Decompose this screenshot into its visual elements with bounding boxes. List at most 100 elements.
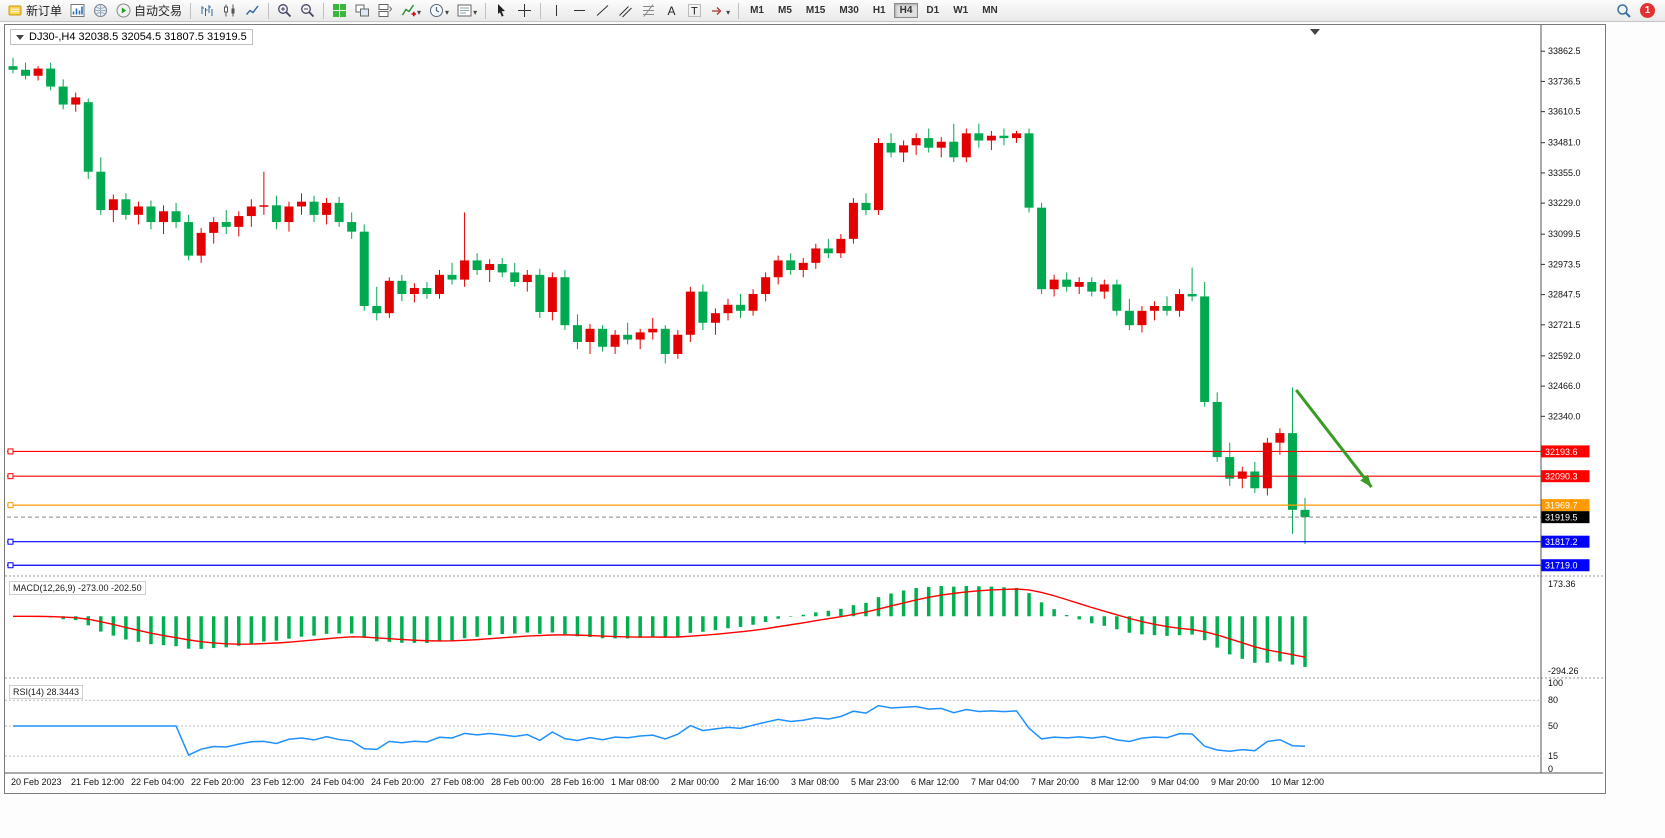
x-axis-label[interactable]: 8 Mar 12:00: [1091, 777, 1139, 787]
y-axis-tick[interactable]: 32340.0: [1548, 411, 1581, 421]
dropdown-caret-icon: [444, 2, 449, 20]
candle: [1175, 289, 1185, 317]
horizontal-line-button[interactable]: [568, 1, 591, 21]
timeframe-m5-button[interactable]: M5: [778, 5, 792, 16]
arrows-button[interactable]: [706, 1, 734, 21]
vertical-line-button[interactable]: [545, 1, 568, 21]
zoom-in-button[interactable]: [273, 1, 296, 21]
x-axis-label[interactable]: 9 Mar 04:00: [1151, 777, 1199, 787]
bar-chart-button[interactable]: [195, 1, 218, 21]
line-anchor-handle[interactable]: [7, 473, 14, 480]
candle: [171, 202, 181, 229]
x-axis-label[interactable]: 5 Mar 23:00: [851, 777, 899, 787]
y-axis-tick[interactable]: 32847.5: [1548, 290, 1581, 300]
fibonacci-button[interactable]: [637, 1, 660, 21]
arrange-windows-button[interactable]: [351, 1, 374, 21]
y-axis-tick[interactable]: 33481.0: [1548, 138, 1581, 148]
trendline-button[interactable]: [591, 1, 614, 21]
y-axis-tick[interactable]: 32592.0: [1548, 351, 1581, 361]
x-axis-label[interactable]: 7 Mar 04:00: [971, 777, 1019, 787]
x-axis-label[interactable]: 21 Feb 12:00: [71, 777, 124, 787]
x-axis-label[interactable]: 6 Mar 12:00: [911, 777, 959, 787]
x-axis-label[interactable]: 9 Mar 20:00: [1211, 777, 1259, 787]
line-anchor-handle[interactable]: [7, 538, 14, 545]
y-axis-tick[interactable]: 32973.5: [1548, 259, 1581, 269]
profiles-button[interactable]: [89, 1, 112, 21]
channel-icon: [619, 6, 632, 18]
y-axis-tick[interactable]: 32466.0: [1548, 381, 1581, 391]
y-axis-tick[interactable]: 33099.5: [1548, 229, 1581, 239]
line-anchor-handle[interactable]: [7, 448, 14, 455]
timeframe-h1-button[interactable]: H1: [872, 5, 886, 16]
x-axis-label[interactable]: 3 Mar 08:00: [791, 777, 839, 787]
periods-button[interactable]: [425, 1, 453, 21]
chart-window-icon: [70, 4, 85, 17]
indicators-button[interactable]: [397, 1, 425, 21]
x-axis-label[interactable]: 24 Feb 20:00: [371, 777, 424, 787]
x-axis-label[interactable]: 28 Feb 16:00: [551, 777, 604, 787]
trendline-icon: [596, 5, 609, 16]
line-anchor-handle[interactable]: [7, 562, 14, 569]
x-axis-label[interactable]: 24 Feb 04:00: [311, 777, 364, 787]
timeframe-m1-button[interactable]: M1: [750, 5, 764, 16]
candlestick-chart-button[interactable]: [218, 1, 241, 21]
chart-canvas[interactable]: 32193.6 32090.3 31969.7 31817.2 31719.0 31919…: [5, 25, 1603, 791]
x-axis-label[interactable]: 2 Mar 00:00: [671, 777, 719, 787]
cascade-windows-button[interactable]: [374, 1, 397, 21]
timeframe-m30-button[interactable]: M30: [839, 5, 859, 16]
x-axis-label[interactable]: 7 Mar 20:00: [1031, 777, 1079, 787]
rsi-axis-label: 15: [1548, 751, 1558, 761]
chart-window[interactable]: 32193.6 32090.3 31969.7 31817.2 31719.0 31919…: [4, 24, 1606, 794]
profiles-icon: [94, 4, 108, 17]
candle: [409, 283, 419, 303]
crosshair-button[interactable]: [513, 1, 536, 21]
timeframe-h4-button[interactable]: H4: [893, 3, 919, 18]
timeframe-m15-button[interactable]: M15: [805, 5, 826, 16]
horizontal-line-object[interactable]: 32090.3: [7, 470, 1590, 483]
x-axis-label[interactable]: 22 Feb 20:00: [191, 777, 244, 787]
notification-badge[interactable]: 1: [1640, 3, 1655, 18]
y-axis-tick[interactable]: 33862.5: [1548, 46, 1581, 56]
arrow-annotation[interactable]: [1295, 389, 1373, 488]
x-axis-label[interactable]: 23 Feb 12:00: [251, 777, 304, 787]
price-tag: [1541, 470, 1590, 483]
line-chart-button[interactable]: [241, 1, 264, 21]
one-click-trading-arrow-icon[interactable]: [16, 34, 24, 40]
auto-trading-button[interactable]: 自动交易: [112, 1, 186, 21]
horizontal-line-object[interactable]: 31719.0: [7, 559, 1590, 572]
y-axis-tick[interactable]: 33610.5: [1548, 107, 1581, 117]
x-axis-label[interactable]: 20 Feb 2023: [11, 777, 62, 787]
x-axis-label[interactable]: 28 Feb 00:00: [491, 777, 544, 787]
timeframe-d1-button[interactable]: D1: [926, 5, 940, 16]
x-axis-label[interactable]: 1 Mar 08:00: [611, 777, 659, 787]
x-axis-label[interactable]: 22 Feb 04:00: [131, 777, 184, 787]
zoom-out-button[interactable]: [296, 1, 319, 21]
y-axis-tick[interactable]: 33229.0: [1548, 198, 1581, 208]
x-axis-label[interactable]: 10 Mar 12:00: [1271, 777, 1324, 787]
y-axis-tick[interactable]: 33355.0: [1548, 168, 1581, 178]
templates-button[interactable]: [453, 1, 481, 21]
horizontal-line-object[interactable]: 31969.7: [7, 499, 1590, 512]
y-axis-tick[interactable]: 32721.5: [1548, 320, 1581, 330]
charts-button[interactable]: [66, 1, 89, 21]
new-order-icon: [8, 5, 22, 16]
candle: [685, 286, 695, 342]
horizontal-line-object[interactable]: 32193.6: [7, 445, 1590, 458]
text-label-button[interactable]: T: [683, 1, 706, 21]
timeframe-mn-button[interactable]: MN: [982, 5, 998, 16]
candle: [510, 262, 520, 287]
new-order-button[interactable]: 新订单: [4, 1, 66, 21]
line-anchor-handle[interactable]: [7, 502, 14, 509]
tile-windows-button[interactable]: [328, 1, 351, 21]
y-axis-tick[interactable]: 33736.5: [1548, 76, 1581, 86]
horizontal-line-object[interactable]: 31817.2: [7, 535, 1590, 548]
chart-shift-marker[interactable]: [1310, 29, 1320, 35]
text-button[interactable]: A: [660, 1, 683, 21]
x-axis-label[interactable]: 2 Mar 16:00: [731, 777, 779, 787]
macd-axis-min: -294.26: [1548, 666, 1579, 676]
search-button[interactable]: [1612, 1, 1635, 21]
cursor-button[interactable]: [490, 1, 513, 21]
x-axis-label[interactable]: 27 Feb 08:00: [431, 777, 484, 787]
equidistant-channel-button[interactable]: [614, 1, 637, 21]
timeframe-w1-button[interactable]: W1: [953, 5, 969, 16]
